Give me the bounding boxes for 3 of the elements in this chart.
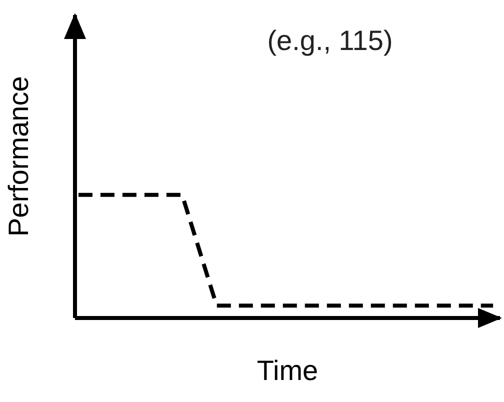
x-axis-title: Time	[256, 355, 318, 386]
y-axis-title: Performance	[2, 76, 34, 236]
chart-subtitle: (e.g., 115)	[267, 25, 393, 56]
